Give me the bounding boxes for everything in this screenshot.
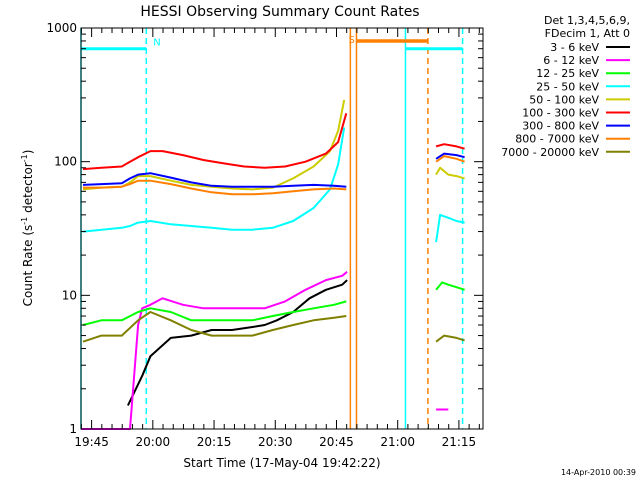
y-axis-label: Count Rate (s-1 detector-1) <box>20 150 35 307</box>
series-8-segment-1 <box>435 334 465 343</box>
legend-label-6: 300 - 800 keV <box>522 120 599 133</box>
y-axis-label-tail: ) <box>21 150 35 155</box>
saa-label: S <box>348 35 354 46</box>
series-3-segment-1 <box>435 213 465 243</box>
series-2-segment-1 <box>435 281 465 291</box>
series-5-segment-0 <box>82 113 348 171</box>
plot-frame <box>80 27 484 430</box>
y-axis-label-sup1: -1 <box>20 217 29 225</box>
series-4-segment-1 <box>435 166 465 180</box>
x-axis-label: Start Time (17-May-04 19:42:22) <box>183 456 380 470</box>
series-8 <box>82 311 465 343</box>
series-7-segment-1 <box>435 155 465 163</box>
y-axis-label-main: Count Rate (s <box>21 225 35 307</box>
legend: Det 1,3,4,5,6,9, FDecim 1, Att 0 3 - 6 k… <box>501 14 630 159</box>
series-6-segment-0 <box>82 172 347 188</box>
series-1 <box>81 271 449 430</box>
series-0-segment-0 <box>126 279 348 406</box>
y-axis-label-sup2: -1 <box>20 154 29 162</box>
series-8-segment-0 <box>82 311 347 343</box>
legend-label-0: 3 - 6 keV <box>550 41 599 54</box>
y-tick-label-1: 10 <box>62 288 77 302</box>
series-1-segment-0 <box>81 271 348 430</box>
legend-label-8: 7000 - 20000 keV <box>501 146 599 159</box>
series-2-segment-0 <box>82 300 347 326</box>
axes: 1 10 100 1000 19:45 20:00 20:15 20:30 20:45 21:00… <box>46 21 483 449</box>
chart-title: HESSI Observing Summary Count Rates <box>140 4 419 20</box>
legend-label-5: 100 - 300 keV <box>522 107 599 120</box>
series-6 <box>82 152 465 188</box>
x-tick-label-5: 21:00 <box>380 435 415 449</box>
series-7 <box>83 155 465 196</box>
legend-label-4: 50 - 100 keV <box>529 93 599 106</box>
x-tick-label-0: 19:45 <box>74 435 109 449</box>
y-tick-label-2: 100 <box>54 155 77 169</box>
legend-header-line-2: FDecim 1, Att 0 <box>545 27 630 40</box>
legend-header-line-1: Det 1,3,4,5,6,9, <box>544 14 630 27</box>
x-tick-label-2: 20:15 <box>197 435 232 449</box>
y-tick-label-3: 1000 <box>46 21 77 35</box>
x-tick-label-4: 20:45 <box>319 435 354 449</box>
legend-label-3: 25 - 50 keV <box>536 80 599 93</box>
night-label: N <box>153 38 160 49</box>
series-0 <box>126 279 348 406</box>
x-tick-label-3: 20:30 <box>258 435 293 449</box>
series-2 <box>82 281 465 326</box>
render-timestamp: 14-Apr-2010 00:39 <box>561 468 636 477</box>
series-5-segment-1 <box>435 143 465 150</box>
y-axis-label-mid: detector <box>21 162 35 217</box>
series-3 <box>82 127 465 243</box>
y-tick-label-0: 1 <box>69 422 77 436</box>
series-6-segment-1 <box>435 152 465 160</box>
x-tick-label-1: 20:00 <box>136 435 171 449</box>
series-7-segment-0 <box>83 179 347 196</box>
legend-label-2: 12 - 25 keV <box>536 67 599 80</box>
legend-label-1: 6 - 12 keV <box>543 54 599 67</box>
legend-label-7: 800 - 7000 keV <box>515 133 599 146</box>
series-5 <box>82 113 465 171</box>
x-tick-label-6: 21:15 <box>442 435 477 449</box>
series-3-segment-0 <box>82 127 346 233</box>
